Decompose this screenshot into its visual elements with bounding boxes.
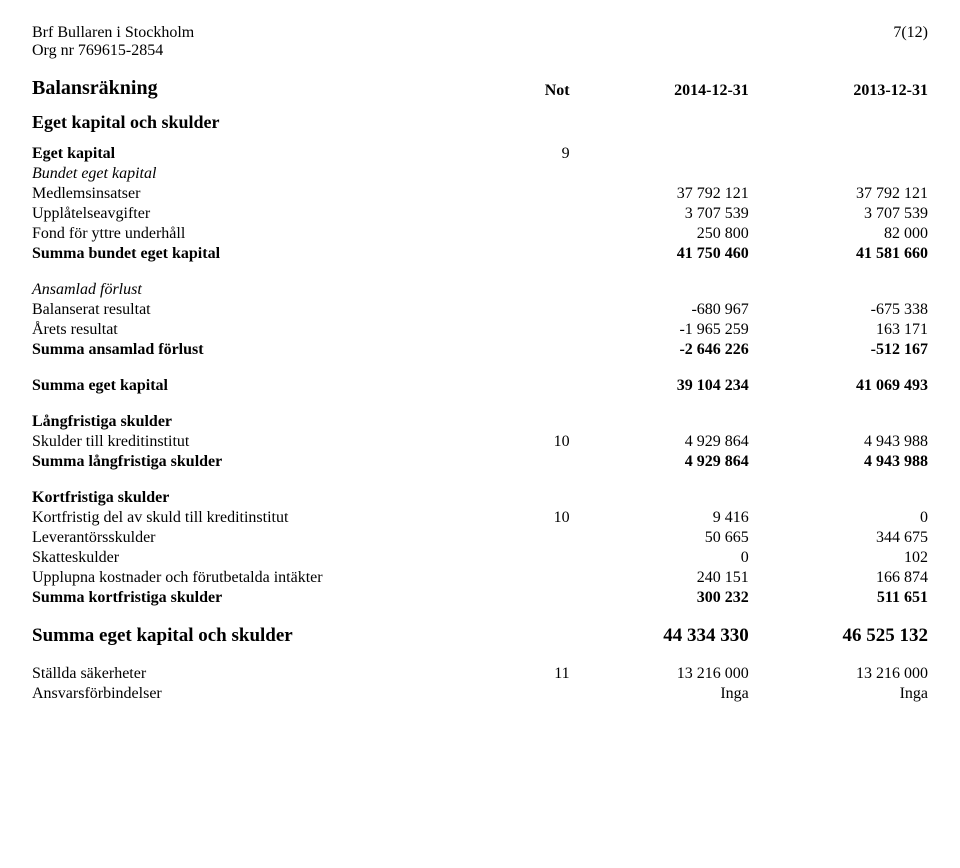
section-heading-long-term: Långfristiga skulder (32, 412, 498, 432)
row-value: 4 943 988 (749, 452, 928, 472)
row-label: Ansamlad förlust (32, 280, 498, 300)
row-value: 102 (749, 548, 928, 568)
col-header-2013: 2013-12-31 (749, 76, 928, 101)
section-heading-short-term: Kortfristiga skulder (32, 488, 498, 508)
row-label: Summa bundet eget kapital (32, 244, 498, 264)
row-label: Ansvarsförbindelser (32, 684, 498, 704)
row-label: Leverantörsskulder (32, 528, 498, 548)
row-value: Inga (570, 684, 749, 704)
row-label: Summa långfristiga skulder (32, 452, 498, 472)
row-label: Bundet eget kapital (32, 164, 498, 184)
row-label: Kortfristig del av skuld till kreditinst… (32, 508, 498, 528)
row-label: Balanserat resultat (32, 300, 498, 320)
row-note: 11 (498, 664, 570, 684)
org-number: Org nr 769615-2854 (32, 42, 194, 60)
row-value: 50 665 (570, 528, 749, 548)
row-label: Summa kortfristiga skulder (32, 588, 498, 608)
row-value: Inga (749, 684, 928, 704)
row-value: 3 707 539 (749, 204, 928, 224)
row-note: 9 (498, 144, 570, 164)
row-value: 4 943 988 (749, 432, 928, 452)
row-value: 13 216 000 (570, 664, 749, 684)
row-value: 82 000 (749, 224, 928, 244)
row-label: Ställda säkerheter (32, 664, 498, 684)
row-label: Upplåtelseavgifter (32, 204, 498, 224)
row-value: 4 929 864 (570, 452, 749, 472)
row-value: -675 338 (749, 300, 928, 320)
row-value: 240 151 (570, 568, 749, 588)
org-name: Brf Bullaren i Stockholm (32, 24, 194, 42)
balance-sheet-table: Balansräkning Not 2014-12-31 2013-12-31 … (32, 60, 928, 704)
row-value: 166 874 (749, 568, 928, 588)
row-label: Upplupna kostnader och förutbetalda intä… (32, 568, 498, 588)
row-value: 41 069 493 (749, 376, 928, 396)
row-value: 41 581 660 (749, 244, 928, 264)
row-value: -2 646 226 (570, 340, 749, 360)
row-label: Skatteskulder (32, 548, 498, 568)
page-number: 7(12) (893, 24, 928, 60)
row-value: 163 171 (749, 320, 928, 340)
row-value: 37 792 121 (570, 184, 749, 204)
row-note: 10 (498, 432, 570, 452)
row-note: 10 (498, 508, 570, 528)
row-value: 9 416 (570, 508, 749, 528)
row-value: 37 792 121 (749, 184, 928, 204)
row-value: 4 929 864 (570, 432, 749, 452)
section-heading-equity-liabilities: Eget kapital och skulder (32, 111, 498, 134)
grand-total-value: 44 334 330 (570, 624, 749, 648)
row-value: 0 (749, 508, 928, 528)
col-header-note: Not (498, 76, 570, 101)
row-label: Årets resultat (32, 320, 498, 340)
row-label: Fond för yttre underhåll (32, 224, 498, 244)
row-value: 3 707 539 (570, 204, 749, 224)
page-title: Balansräkning (32, 76, 498, 101)
row-value: 41 750 460 (570, 244, 749, 264)
row-value: 0 (570, 548, 749, 568)
row-value: -680 967 (570, 300, 749, 320)
row-value: 344 675 (749, 528, 928, 548)
row-value: -1 965 259 (570, 320, 749, 340)
col-header-2014: 2014-12-31 (570, 76, 749, 101)
row-value: 300 232 (570, 588, 749, 608)
row-value: 511 651 (749, 588, 928, 608)
grand-total-label: Summa eget kapital och skulder (32, 624, 498, 648)
row-value: 13 216 000 (749, 664, 928, 684)
row-value: 39 104 234 (570, 376, 749, 396)
row-value: 250 800 (570, 224, 749, 244)
row-label: Summa ansamlad förlust (32, 340, 498, 360)
row-label: Summa eget kapital (32, 376, 498, 396)
grand-total-value: 46 525 132 (749, 624, 928, 648)
row-value: -512 167 (749, 340, 928, 360)
row-label: Medlemsinsatser (32, 184, 498, 204)
row-label: Skulder till kreditinstitut (32, 432, 498, 452)
row-label: Eget kapital (32, 144, 498, 164)
